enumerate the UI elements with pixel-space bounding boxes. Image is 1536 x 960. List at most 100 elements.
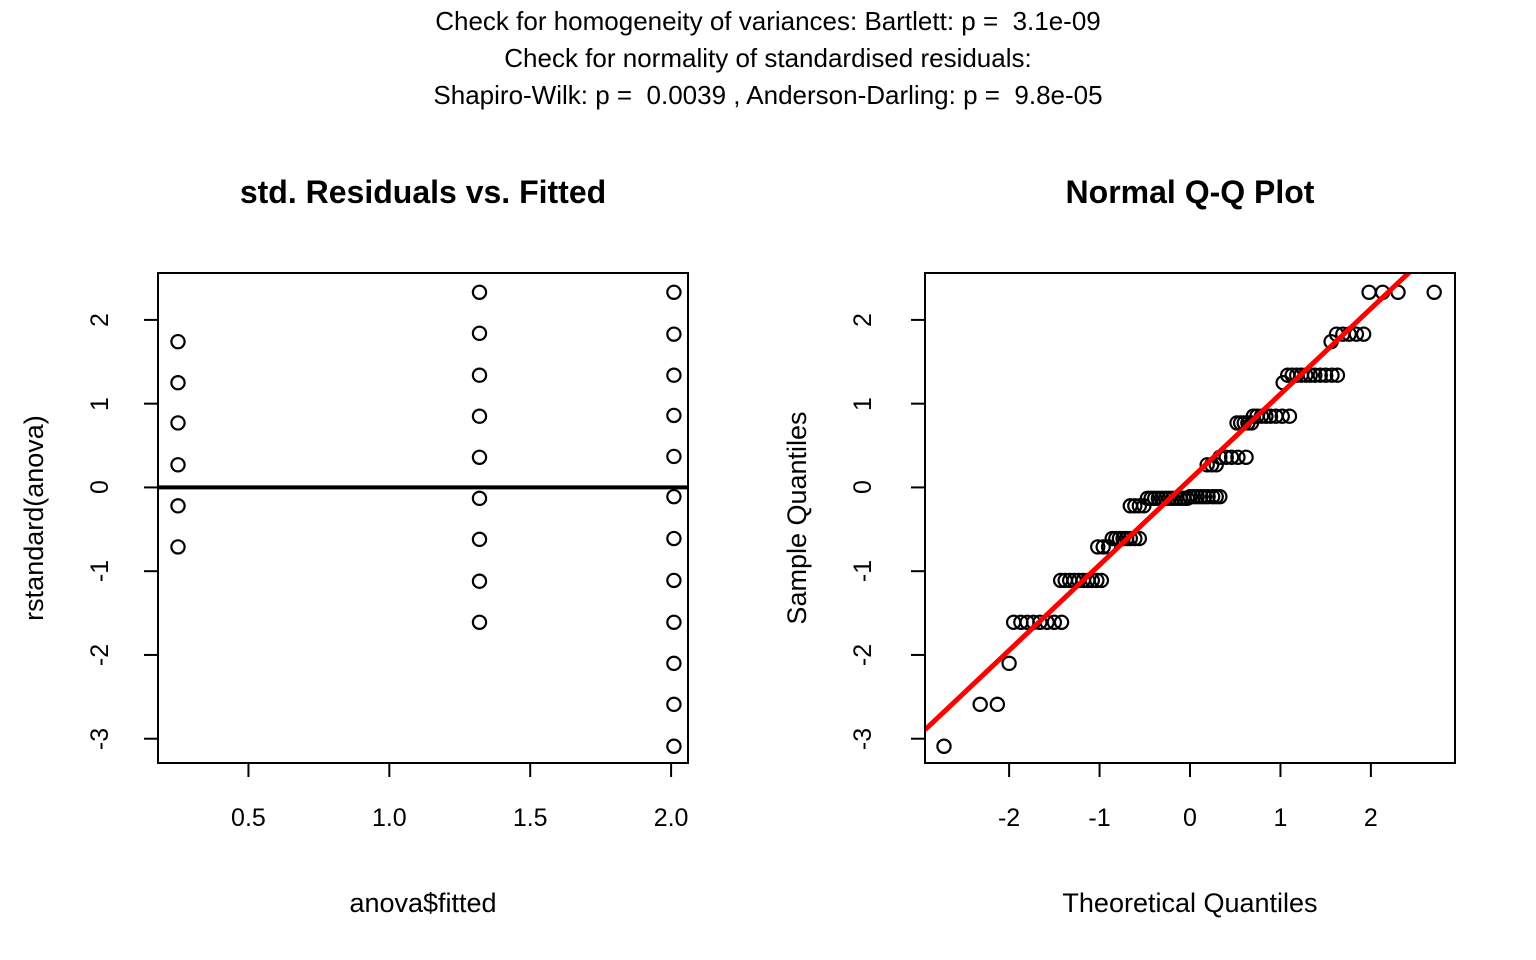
data-point-circle [471,490,488,507]
y-tick-label: -3 [849,727,877,750]
data-point-circle [170,457,186,473]
data-point-circle [1200,488,1216,505]
qq-y-axis-title: Sample Quantiles [782,411,812,625]
data-point-circle [1230,449,1246,465]
residuals-x-axis-title: anova$fitted [349,888,497,918]
residuals-y-axis-title: rstandard(anova) [19,415,49,621]
residuals-plot-title: std. Residuals vs. Fitted [239,174,607,210]
plot-box [157,272,689,764]
data-point-circle [1218,449,1234,465]
x-tick-label: -2 [997,804,1021,832]
y-tick-label: -2 [849,643,877,667]
data-point-circle [989,696,1006,713]
data-point-circle [1131,530,1148,547]
data-point-circle [1317,367,1334,383]
x-tick-label: 2 [1363,804,1378,832]
data-point-circle [471,614,488,630]
data-point-circle [170,415,186,431]
y-tick-label: -1 [849,560,877,583]
data-point-circle [1136,498,1152,514]
x-tick-label: 1.5 [512,804,548,832]
data-point-circle [666,488,682,505]
data-point-circle [1090,539,1106,555]
data-point-circle [1348,326,1365,342]
data-point-circle [1329,367,1346,383]
data-point-circle [1238,449,1254,465]
x-tick-label: 0.5 [231,804,266,832]
data-point-circle [471,367,488,383]
x-tick-label: 1.0 [371,804,407,832]
data-point-circle [1179,490,1195,507]
data-point-circle [1095,539,1111,555]
data-point-circle [471,573,488,589]
data-point-circle [471,531,488,548]
data-point-circle [666,696,682,713]
data-point-circle [471,325,488,342]
data-point-circle [1361,284,1377,300]
data-point-circle [170,333,186,350]
data-point-circle [1089,572,1105,589]
data-point-circle [1312,367,1328,383]
data-point-circle [1426,284,1442,300]
data-point-circle [471,449,488,465]
data-point-circle [1199,457,1215,473]
data-point-circle [666,572,682,589]
data-point-circle [1307,367,1323,383]
data-point-circle [666,407,682,424]
x-tick-label: -1 [1088,804,1111,832]
x-tick-label: 0 [1183,804,1197,832]
data-point-circle [666,326,682,342]
plot-box [924,272,1456,764]
header-bartlett-text: Check for homogeneity of variances: Bart… [435,6,1101,36]
data-point-circle [1212,488,1228,505]
qq-x-axis-title: Theoretical Quantiles [1062,888,1318,918]
y-tick-label: 1 [86,396,114,411]
data-point-circle [1122,530,1139,547]
data-point-circle [666,284,682,300]
y-tick-label: 2 [86,312,114,327]
data-point-circle [1281,408,1298,424]
data-point-circle [1046,614,1063,630]
y-tick-label: 1 [849,396,877,411]
data-point-circle [1001,655,1017,672]
data-point-circle [1093,572,1110,589]
header-shapiro-anderson-text: Shapiro-Wilk: p = 0.0039 , Anderson-Darl… [433,80,1103,110]
y-tick-label: 0 [86,480,114,495]
data-point-circle [666,448,682,465]
data-point-circle [170,539,186,555]
y-tick-label: -3 [86,727,114,750]
data-point-circle [1355,326,1372,342]
y-tick-label: 0 [849,480,877,495]
data-point-circle [1274,408,1290,424]
header-normality-text: Check for normality of standardised resi… [504,43,1032,73]
data-point-circle [471,408,488,424]
data-point-circle [666,655,682,672]
data-point-circle [170,498,186,514]
data-point-circle [666,614,682,630]
qq-plot-title: Normal Q-Q Plot [1065,174,1315,210]
x-tick-label: 1 [1273,804,1288,832]
data-point-circle [666,738,682,754]
data-point-circle [1053,614,1070,630]
data-point-circle [972,696,988,713]
data-point-circle [471,284,488,300]
data-point-circle [1243,415,1260,431]
y-tick-label: 2 [849,312,877,327]
data-point-circle [936,738,952,754]
y-tick-label: -2 [86,643,114,667]
data-point-circle [1223,449,1240,465]
data-point-circle [1208,457,1224,473]
y-tick-label: -1 [86,560,114,583]
data-point-circle [1131,498,1148,514]
data-point-circle [1127,498,1143,514]
data-point-circle [1262,408,1279,424]
data-point-circle [1324,367,1340,383]
qq-reference-line [925,273,1413,732]
data-point-circle [170,375,186,391]
data-point-circle [666,530,682,547]
data-point-circle [1032,614,1048,630]
data-point-circle [666,367,682,383]
x-tick-label: 2.0 [653,804,689,832]
